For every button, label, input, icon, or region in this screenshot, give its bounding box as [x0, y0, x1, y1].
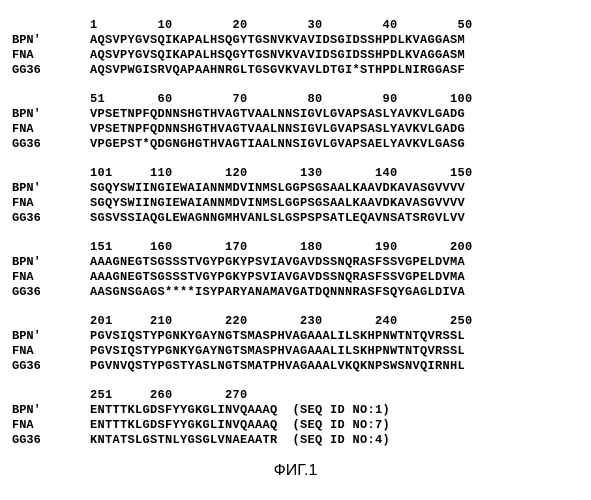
- sequence-row: FNAPGVSIQSTYPGNKYGAYNGTSMASPHVAGAAALILSK…: [12, 344, 579, 359]
- sequence-label: FNA: [12, 196, 90, 211]
- sequence-text: AQSVPWGISRVQAPAAHNRGLTGSGVKVAVLDTGI*STHP…: [90, 63, 465, 78]
- sequence-label: FNA: [12, 344, 90, 359]
- sequence-label: BPN': [12, 107, 90, 122]
- sequence-row: BPN'AAAGNEGTSGSSSTVGYPGKYPSVIAVGAVDSSNQR…: [12, 255, 579, 270]
- sequence-text: VPGEPST*QDGNGHGTHVAGTIAALNNSIGVLGVAPSAEL…: [90, 137, 465, 152]
- sequence-label: GG36: [12, 433, 90, 448]
- sequence-label: BPN': [12, 329, 90, 344]
- sequence-row: GG36PGVNVQSTYPGSTYASLNGTSMATPHVAGAAALVKQ…: [12, 359, 579, 374]
- sequence-text: AASGNSGAGS****ISYPARYANAMAVGATDQNNNRASFS…: [90, 285, 465, 300]
- position-ruler: 1 10 20 30 40 50: [12, 18, 579, 33]
- position-ruler: 101 110 120 130 140 150: [12, 166, 579, 181]
- sequence-row: FNAVPSETNPFQDNNSHGTHVAGTVAALNNSIGVLGVAPS…: [12, 122, 579, 137]
- sequence-text: SGSVSSIAQGLEWAGNNGMHVANLSLGSPSPSATLEQAVN…: [90, 211, 465, 226]
- sequence-row: FNASGQYSWIINGIEWAIANNMDVINMSLGGPSGSAALKA…: [12, 196, 579, 211]
- sequence-row: FNAAAAGNEGTSGSSSTVGYPGKYPSVIAVGAVDSSNQRA…: [12, 270, 579, 285]
- sequence-row: BPN'AQSVPYGVSQIKAPALHSQGYTGSNVKVAVIDSGID…: [12, 33, 579, 48]
- sequence-row: BPN'PGVSIQSTYPGNKYGAYNGTSMASPHVAGAAALILS…: [12, 329, 579, 344]
- position-ruler: 51 60 70 80 90 100: [12, 92, 579, 107]
- sequence-label: BPN': [12, 33, 90, 48]
- sequence-text: PGVSIQSTYPGNKYGAYNGTSMASPHVAGAAALILSKHPN…: [90, 329, 465, 344]
- sequence-row: GG36VPGEPST*QDGNGHGTHVAGTIAALNNSIGVLGVAP…: [12, 137, 579, 152]
- sequence-text: PGVNVQSTYPGSTYASLNGTSMATPHVAGAAALVKQKNPS…: [90, 359, 465, 374]
- sequence-row: BPN'VPSETNPFQDNNSHGTHVAGTVAALNNSIGVLGVAP…: [12, 107, 579, 122]
- sequence-row: GG36AQSVPWGISRVQAPAAHNRGLTGSGVKVAVLDTGI*…: [12, 63, 579, 78]
- sequence-text: VPSETNPFQDNNSHGTHVAGTVAALNNSIGVLGVAPSASL…: [90, 122, 465, 137]
- sequence-row: FNAAQSVPYGVSQIKAPALHSQGYTGSNVKVAVIDSGIDS…: [12, 48, 579, 63]
- sequence-label: BPN': [12, 255, 90, 270]
- sequence-row: GG36AASGNSGAGS****ISYPARYANAMAVGATDQNNNR…: [12, 285, 579, 300]
- sequence-text: PGVSIQSTYPGNKYGAYNGTSMASPHVAGAAALILSKHPN…: [90, 344, 465, 359]
- position-ruler: 151 160 170 180 190 200: [12, 240, 579, 255]
- sequence-label: GG36: [12, 137, 90, 152]
- sequence-label: FNA: [12, 418, 90, 433]
- sequence-label: GG36: [12, 285, 90, 300]
- sequence-text: AAAGNEGTSGSSSTVGYPGKYPSVIAVGAVDSSNQRASFS…: [90, 255, 465, 270]
- position-ruler: 251 260 270: [12, 388, 579, 403]
- sequence-label: BPN': [12, 403, 90, 418]
- sequence-text: ENTTTKLGDSFYYGKGLINVQAAAQ (SEQ ID NO:1): [90, 403, 390, 418]
- alignment-block: 251 260 270BPN'ENTTTKLGDSFYYGKGLINVQAAAQ…: [12, 388, 579, 448]
- sequence-row: GG36KNTATSLGSTNLYGSGLVNAEAATR (SEQ ID NO…: [12, 433, 579, 448]
- sequence-label: FNA: [12, 48, 90, 63]
- alignment-block: 201 210 220 230 240 250BPN'PGVSIQSTYPGNK…: [12, 314, 579, 374]
- sequence-text: KNTATSLGSTNLYGSGLVNAEAATR (SEQ ID NO:4): [90, 433, 390, 448]
- ruler-numbers: 1 10 20 30 40 50: [90, 18, 473, 33]
- ruler-numbers: 151 160 170 180 190 200: [90, 240, 473, 255]
- sequence-row: GG36SGSVSSIAQGLEWAGNNGMHVANLSLGSPSPSATLE…: [12, 211, 579, 226]
- ruler-numbers: 201 210 220 230 240 250: [90, 314, 473, 329]
- sequence-row: BPN'ENTTTKLGDSFYYGKGLINVQAAAQ (SEQ ID NO…: [12, 403, 579, 418]
- alignment-block: 51 60 70 80 90 100BPN'VPSETNPFQDNNSHGTHV…: [12, 92, 579, 152]
- sequence-label: GG36: [12, 211, 90, 226]
- alignment-block: 1 10 20 30 40 50BPN'AQSVPYGVSQIKAPALHSQG…: [12, 18, 579, 78]
- sequence-label: FNA: [12, 122, 90, 137]
- sequence-text: AQSVPYGVSQIKAPALHSQGYTGSNVKVAVIDSGIDSSHP…: [90, 48, 465, 63]
- sequence-label: FNA: [12, 270, 90, 285]
- alignment-block: 101 110 120 130 140 150BPN'SGQYSWIINGIEW…: [12, 166, 579, 226]
- sequence-text: SGQYSWIINGIEWAIANNMDVINMSLGGPSGSAALKAAVD…: [90, 181, 465, 196]
- alignment-block: 151 160 170 180 190 200BPN'AAAGNEGTSGSSS…: [12, 240, 579, 300]
- position-ruler: 201 210 220 230 240 250: [12, 314, 579, 329]
- sequence-text: AAAGNEGTSGSSSTVGYPGKYPSVIAVGAVDSSNQRASFS…: [90, 270, 465, 285]
- sequence-text: SGQYSWIINGIEWAIANNMDVINMSLGGPSGSAALKAAVD…: [90, 196, 465, 211]
- sequence-label: GG36: [12, 63, 90, 78]
- ruler-numbers: 251 260 270: [90, 388, 248, 403]
- sequence-text: ENTTTKLGDSFYYGKGLINVQAAAQ (SEQ ID NO:7): [90, 418, 390, 433]
- sequence-label: BPN': [12, 181, 90, 196]
- sequence-alignment-figure: 1 10 20 30 40 50BPN'AQSVPYGVSQIKAPALHSQG…: [12, 18, 579, 448]
- ruler-numbers: 51 60 70 80 90 100: [90, 92, 473, 107]
- ruler-numbers: 101 110 120 130 140 150: [90, 166, 473, 181]
- sequence-row: FNAENTTTKLGDSFYYGKGLINVQAAAQ (SEQ ID NO:…: [12, 418, 579, 433]
- sequence-label: GG36: [12, 359, 90, 374]
- sequence-text: VPSETNPFQDNNSHGTHVAGTVAALNNSIGVLGVAPSASL…: [90, 107, 465, 122]
- figure-caption: ФИГ.1: [12, 462, 579, 480]
- sequence-row: BPN'SGQYSWIINGIEWAIANNMDVINMSLGGPSGSAALK…: [12, 181, 579, 196]
- sequence-text: AQSVPYGVSQIKAPALHSQGYTGSNVKVAVIDSGIDSSHP…: [90, 33, 465, 48]
